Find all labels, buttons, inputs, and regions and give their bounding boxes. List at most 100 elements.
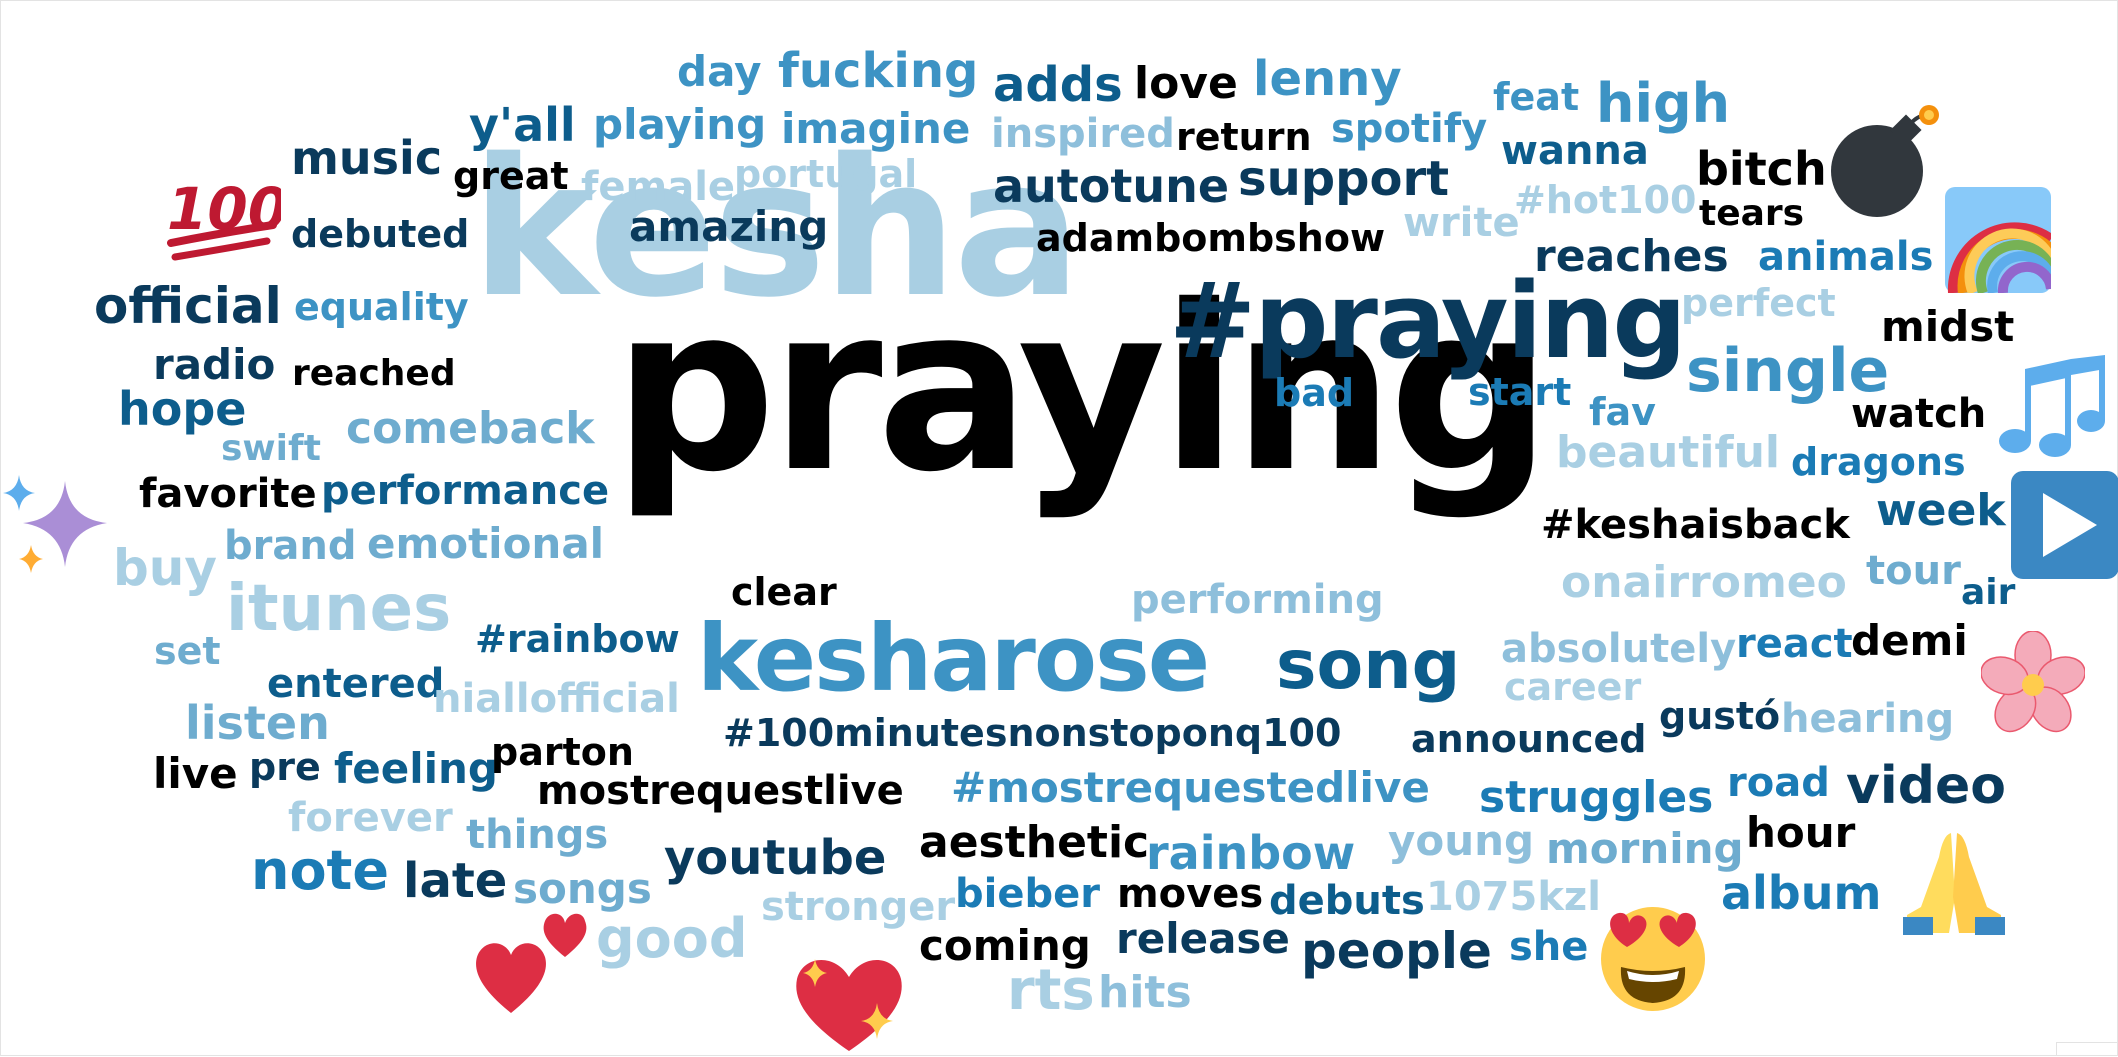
word-support: support bbox=[1238, 151, 1450, 207]
word-coming: coming bbox=[919, 921, 1091, 970]
word-wanna: wanna bbox=[1501, 128, 1649, 174]
word-stronger: stronger bbox=[761, 884, 956, 930]
word-she: she bbox=[1509, 924, 1589, 970]
word-air: air bbox=[1961, 572, 2016, 613]
word-live: live bbox=[153, 749, 238, 798]
word-reaches: reaches bbox=[1534, 231, 1729, 282]
cherry-blossom-icon bbox=[1981, 631, 2085, 733]
word-fucking: fucking bbox=[778, 43, 979, 99]
word-entered: entered bbox=[267, 661, 445, 707]
word-bitch: bitch bbox=[1696, 142, 1827, 196]
word-emotional: emotional bbox=[367, 519, 605, 568]
word-hash-mostrequestedlive: #mostrequestedlive bbox=[951, 763, 1430, 812]
word-hashkeshaisback: #keshaisback bbox=[1541, 502, 1850, 548]
bomb-icon bbox=[1831, 105, 1939, 217]
word-hash-praying: #praying bbox=[1169, 260, 1687, 382]
word-hashrainbow: #rainbow bbox=[475, 617, 680, 661]
word-praying: praying bbox=[613, 256, 1552, 522]
word-young: young bbox=[1388, 816, 1535, 865]
word-rainbow: rainbow bbox=[1146, 826, 1356, 880]
word-playing: playing bbox=[593, 100, 767, 149]
word-video: video bbox=[1846, 756, 2006, 816]
word-aesthetic: aesthetic bbox=[919, 817, 1150, 868]
word-late: late bbox=[403, 853, 508, 909]
word-animals: animals bbox=[1758, 234, 1934, 280]
word-road: road bbox=[1727, 760, 1830, 806]
word-yall: y'all bbox=[469, 98, 576, 152]
sparkling-heart-icon bbox=[796, 959, 902, 1051]
word-kesha: kesha bbox=[471, 118, 1082, 339]
word-hope: hope bbox=[118, 382, 247, 436]
musical-notes-icon bbox=[1999, 355, 2105, 457]
word-reached: reached bbox=[292, 353, 456, 394]
word-hits: hits bbox=[1098, 967, 1192, 1018]
word-write: write bbox=[1403, 200, 1520, 246]
word-good: good bbox=[596, 907, 748, 970]
word-morning: morning bbox=[1546, 824, 1744, 873]
word-swift: swift bbox=[221, 428, 321, 469]
word-watch: watch bbox=[1851, 391, 1987, 437]
word-single: single bbox=[1686, 336, 1890, 406]
word-hash100minutes: #100minutesnonstoponq100 bbox=[723, 711, 1342, 755]
word-imagine: imagine bbox=[781, 104, 971, 153]
word-week: week bbox=[1876, 485, 2006, 536]
word-kesharose: kesharose bbox=[697, 605, 1210, 712]
word-album: album bbox=[1721, 866, 1882, 920]
word-hashot100: #hot100 bbox=[1514, 178, 1697, 222]
word-adds: adds bbox=[993, 57, 1123, 113]
word-rts: rts bbox=[1007, 958, 1095, 1023]
word-music: music bbox=[291, 131, 443, 185]
word-love: love bbox=[1134, 58, 1238, 109]
word-things: things bbox=[466, 812, 609, 858]
word-1075kzl: 1075kzl bbox=[1426, 874, 1601, 920]
word-return: return bbox=[1176, 115, 1312, 159]
word-hearing: hearing bbox=[1781, 696, 1955, 742]
two-hearts-icon bbox=[476, 913, 587, 1013]
word-great: great bbox=[453, 154, 569, 198]
word-struggles: struggles bbox=[1479, 772, 1714, 823]
word-dragons: dragons bbox=[1791, 440, 1966, 484]
word-midst: midst bbox=[1881, 302, 2015, 351]
word-note: note bbox=[251, 839, 389, 902]
word-beautiful: beautiful bbox=[1556, 427, 1781, 478]
rainbow-icon bbox=[1945, 187, 2051, 293]
word-clear: clear bbox=[731, 570, 837, 614]
word-performance: performance bbox=[321, 468, 610, 514]
word-feat: feat bbox=[1493, 75, 1580, 119]
word-autotune: autotune bbox=[993, 159, 1230, 213]
word-comeback: comeback bbox=[346, 403, 595, 454]
word-amazing: amazing bbox=[629, 202, 829, 251]
word-lenny: lenny bbox=[1253, 51, 1402, 107]
word-official: official bbox=[94, 277, 282, 335]
word-react: react bbox=[1736, 621, 1853, 667]
word-people: people bbox=[1301, 922, 1492, 980]
word-bad: bad bbox=[1274, 371, 1355, 415]
word-portugal: portugal bbox=[734, 152, 918, 196]
word-song: song bbox=[1276, 626, 1461, 705]
word-gusto: gustó bbox=[1659, 694, 1781, 738]
word-set: set bbox=[154, 629, 221, 673]
word-absolutely: absolutely bbox=[1501, 626, 1737, 672]
word-equality: equality bbox=[294, 285, 469, 329]
hundred-points-icon: 100 bbox=[167, 175, 281, 261]
word-youtube: youtube bbox=[664, 830, 887, 886]
word-tour: tour bbox=[1866, 548, 1961, 594]
word-forever: forever bbox=[288, 795, 453, 841]
word-brand: brand bbox=[224, 523, 357, 569]
corner-box bbox=[2056, 1042, 2117, 1055]
word-radio: radio bbox=[153, 340, 276, 389]
word-inspired: inspired bbox=[991, 111, 1175, 157]
word-adambombshow: adambombshow bbox=[1036, 216, 1386, 260]
word-bieber: bieber bbox=[955, 871, 1100, 917]
word-niallofficial: niallofficial bbox=[433, 676, 680, 722]
folded-hands-icon bbox=[1903, 833, 2005, 935]
word-high: high bbox=[1596, 72, 1731, 135]
word-tears: tears bbox=[1699, 193, 1805, 234]
word-spotify: spotify bbox=[1331, 106, 1488, 152]
word-itunes: itunes bbox=[226, 572, 452, 646]
word-day: day bbox=[677, 47, 762, 96]
word-onairromeo: onairromeo bbox=[1561, 557, 1847, 608]
word-debuted: debuted bbox=[291, 212, 470, 256]
word-pre: pre bbox=[249, 745, 321, 789]
